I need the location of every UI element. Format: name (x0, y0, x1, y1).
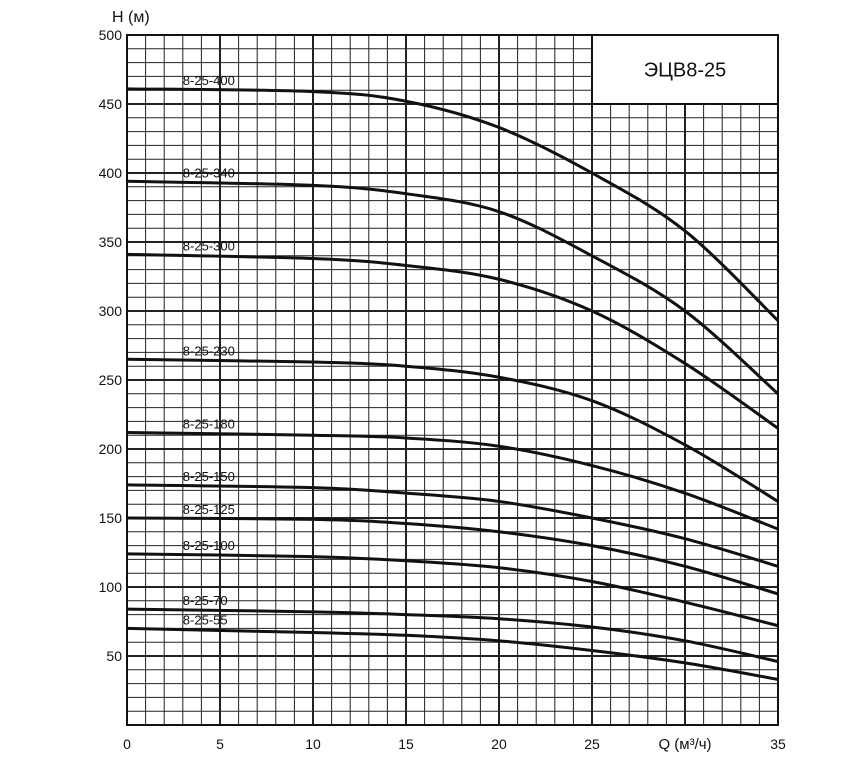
tick-labels: 0 5 10 15 20 25 35 50 100 150 200 250 300 350 400 450 50… (99, 27, 786, 752)
y-axis-label: H (м) (112, 9, 150, 26)
title-box (591, 34, 779, 105)
x-tick-label: 25 (584, 736, 600, 752)
curve-8-25-400 (126, 87, 780, 322)
x-tick-label: 10 (305, 736, 321, 752)
x-tick-label: 20 (491, 736, 507, 752)
plot-frame (126, 34, 779, 726)
x-axis-label: Q (м³/ч) (658, 736, 711, 753)
curve-8-25-55 (126, 626, 779, 681)
curve-8-25-180 (126, 430, 779, 531)
curve-label: 8-25-180 (183, 416, 235, 431)
x-tick-label: 35 (770, 736, 786, 752)
y-tick-label: 400 (99, 165, 123, 181)
y-tick-label: 50 (106, 648, 122, 664)
y-tick-label: 350 (99, 234, 123, 250)
x-tick-label: 5 (216, 736, 224, 752)
curve-8-25-340 (126, 179, 779, 395)
curves: 8-25-400 8-25-340 8-25-300 8-25-230 8-25-180… (126, 73, 780, 681)
curve-label: 8-25-150 (183, 469, 235, 484)
y-tick-label: 100 (99, 579, 123, 595)
y-tick-label: 200 (99, 441, 123, 457)
x-tick-label: 0 (123, 736, 131, 752)
y-tick-label: 150 (99, 510, 123, 526)
curve-8-25-150 (126, 483, 779, 568)
curve-label: 8-25-300 (183, 238, 235, 253)
curve-label: 8-25-55 (183, 612, 228, 627)
curve-label: 8-25-230 (183, 343, 235, 358)
curve-label: 8-25-400 (183, 73, 235, 88)
curve-label: 8-25-100 (183, 538, 235, 553)
curve-8-25-300 (126, 252, 779, 430)
curve-8-25-230 (126, 357, 779, 503)
curve-label: 8-25-340 (183, 165, 235, 180)
y-tick-label: 450 (99, 96, 123, 112)
curve-8-25-100 (126, 552, 779, 628)
curve-8-25-70 (126, 607, 779, 663)
y-tick-label: 500 (99, 27, 123, 43)
curve-label: 8-25-125 (183, 502, 235, 517)
y-tick-label: 300 (99, 303, 123, 319)
curve-label: 8-25-70 (183, 593, 228, 608)
chart-title: ЭЦВ8-25 (644, 60, 727, 82)
curve-8-25-125 (126, 516, 779, 596)
y-tick-label: 250 (99, 372, 123, 388)
x-tick-label: 15 (398, 736, 414, 752)
